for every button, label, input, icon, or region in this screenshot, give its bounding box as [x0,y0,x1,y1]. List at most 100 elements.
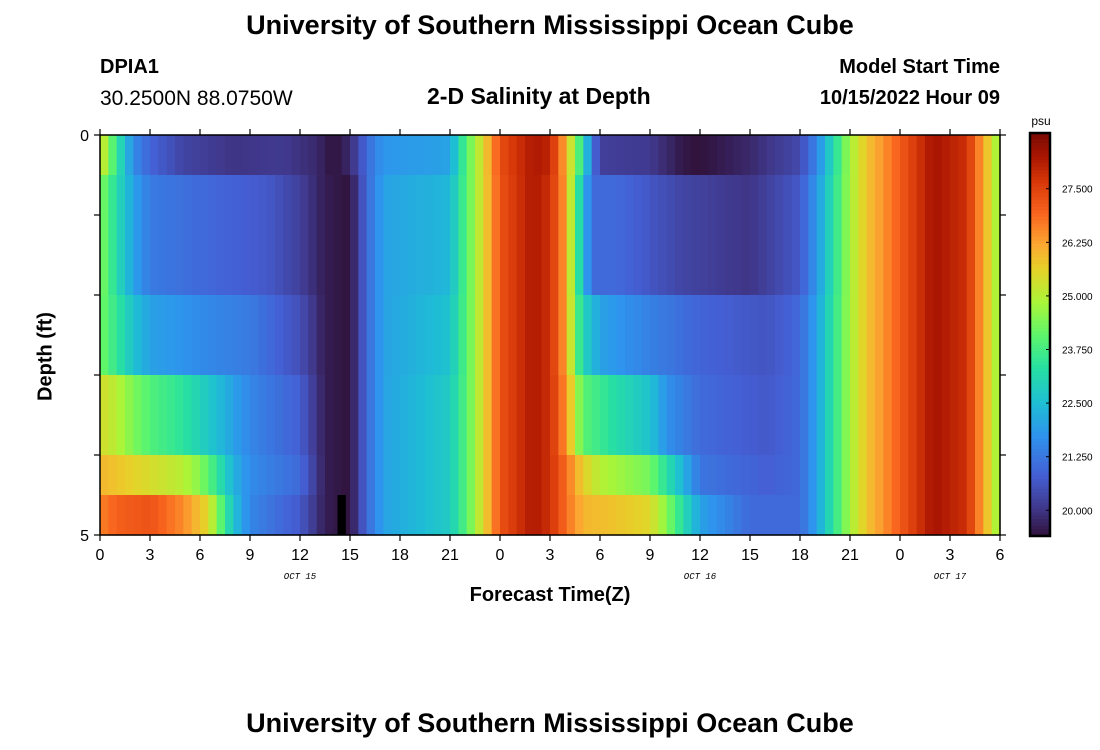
page-title: University of Southern Mississippi Ocean… [246,10,854,40]
heatmap-cell [766,215,776,256]
heatmap-cell [258,495,268,536]
heatmap-cell [933,455,943,496]
heatmap-cell [550,495,559,536]
heatmap-cell [441,495,451,536]
heatmap-cell [100,375,109,416]
heatmap-cell [283,135,293,176]
heatmap-cell [858,495,868,536]
heatmap-cell [391,415,401,456]
colorbar-swatch [1030,314,1050,319]
heatmap-cell [766,495,776,536]
heatmap-cell [300,495,309,536]
heatmap-cell [425,375,434,416]
heatmap-cell [233,135,243,176]
heatmap-cell [791,175,801,216]
heatmap-cell [716,335,726,376]
heatmap-cell [750,335,759,376]
heatmap-cell [341,495,351,536]
heatmap-cell [791,335,801,376]
x-tick-label: 12 [291,547,309,564]
heatmap-cell [925,255,934,296]
heatmap-cell [358,335,368,376]
heatmap-cell [666,215,676,256]
heatmap-cell [391,495,401,536]
heatmap-cell [308,455,318,496]
heatmap-cell [650,495,659,536]
heatmap-cell [383,495,393,536]
heatmap-cell [158,135,168,176]
heatmap-cell [316,175,326,216]
x-tick-label: 21 [841,547,859,564]
heatmap-cell [416,135,426,176]
heatmap-cell [866,335,876,376]
heatmap-cell [175,295,184,336]
heatmap-cell [400,335,409,376]
heatmap-cell [533,495,543,536]
heatmap-cell [758,135,768,176]
heatmap-cell [675,135,684,176]
colorbar-swatch [1030,307,1050,312]
heatmap-cell [758,335,768,376]
heatmap-cell [883,215,893,256]
heatmap-cell [283,215,293,256]
heatmap-cell [800,295,809,336]
heatmap-cell [783,175,793,216]
heatmap-cell [308,415,318,456]
heatmap-cell [791,375,801,416]
heatmap-cell [375,135,384,176]
heatmap-cell [166,335,176,376]
heatmap-cell [175,335,184,376]
heatmap-cell [608,295,618,336]
heatmap-cell [933,495,943,536]
heatmap-cell [333,375,343,416]
heatmap-cell [150,415,159,456]
heatmap-cell [458,215,468,256]
heatmap-cell [500,295,509,336]
colorbar-swatch [1030,482,1050,487]
heatmap-cell [383,375,393,416]
heatmap-cell [600,255,609,296]
heatmap-cell [775,255,784,296]
heatmap-cell [683,335,693,376]
heatmap-cell [508,455,518,496]
heatmap-cell [175,175,184,216]
heatmap-cell [275,215,284,256]
heatmap-cell [883,455,893,496]
heatmap-cell [483,455,493,496]
heatmap-cell [358,215,368,256]
heatmap-cell [550,455,559,496]
heatmap-cell [233,175,243,216]
heatmap-cell [416,295,426,336]
heatmap-cell [875,175,884,216]
heatmap-cell [741,375,751,416]
colorbar-swatch [1030,216,1050,221]
heatmap-cell [600,375,609,416]
heatmap-cell [441,135,451,176]
heatmap-cell [841,135,851,176]
heatmap-cell [125,175,134,216]
heatmap-cell [750,415,759,456]
colorbar-tick-label: 26.250 [1062,238,1093,249]
heatmap-cell [650,295,659,336]
heatmap-cell [675,375,684,416]
heatmap-cell [583,215,593,256]
heatmap-cell [608,455,618,496]
colorbar-swatch [1030,488,1050,493]
heatmap-cell [925,295,934,336]
heatmap-cell [725,335,734,376]
heatmap-cell [508,255,518,296]
heatmap-cell [358,255,368,296]
heatmap-cell [183,415,193,456]
heatmap-cell [625,215,634,256]
heatmap-cell [558,215,568,256]
heatmap-cell [416,175,426,216]
colorbar-swatch [1030,411,1050,416]
heatmap-cell [733,135,743,176]
heatmap-cell [908,455,918,496]
heatmap-cell [658,335,668,376]
colorbar-swatch [1030,193,1050,198]
heatmap-cell [608,135,618,176]
heatmap-cell [625,415,634,456]
heatmap-cell [191,175,201,216]
colorbar-swatch [1030,284,1050,289]
